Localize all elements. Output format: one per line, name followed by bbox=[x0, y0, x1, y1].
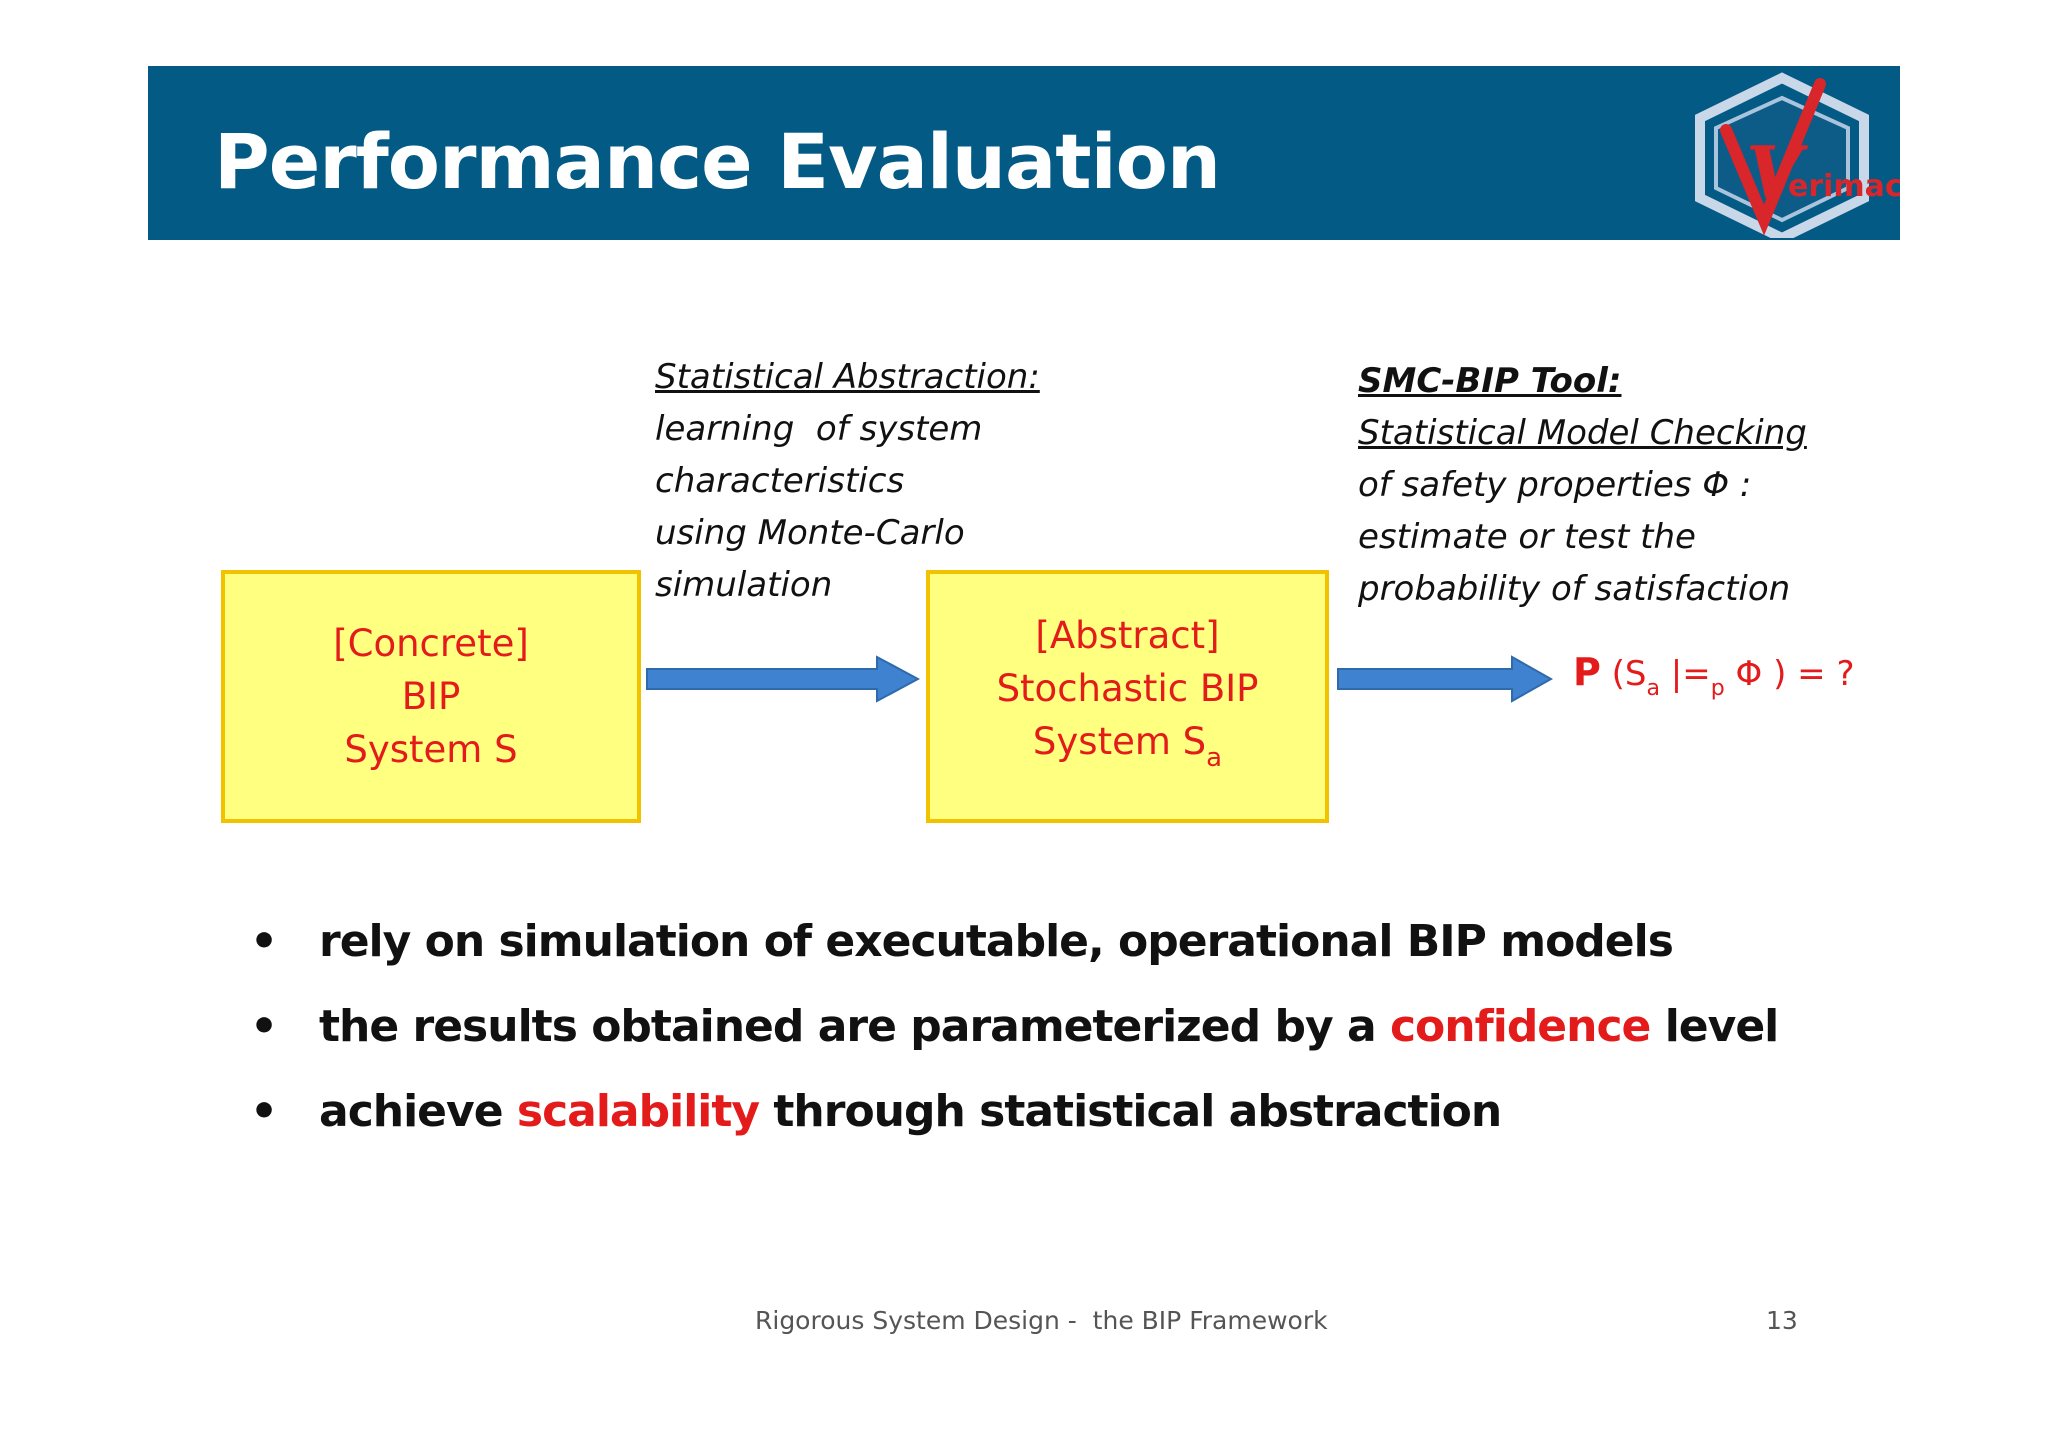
abstraction-annotation: Statistical Abstraction: learning of sys… bbox=[655, 351, 1040, 611]
concrete-line-2: BIP bbox=[401, 675, 461, 718]
probability-formula: P (Sa |=p Φ ) = ? bbox=[1573, 650, 1855, 701]
abstraction-line-3: using Monte-Carlo bbox=[655, 513, 965, 553]
bullet-list: • rely on simulation of executable, opera… bbox=[250, 907, 1779, 1162]
title-bar: Performance Evaluation V erimac bbox=[148, 66, 1900, 240]
abstraction-line-2: characteristics bbox=[655, 461, 905, 501]
abstraction-heading: Statistical Abstraction: bbox=[655, 357, 1040, 397]
bullet-item: • achieve scalability through statistical… bbox=[250, 1077, 1778, 1162]
highlight-scalability: scalability bbox=[516, 1086, 760, 1137]
arrow-abstraction bbox=[646, 655, 920, 703]
bullet-dot: • bbox=[250, 1086, 278, 1137]
abstract-line-2: Stochastic BIP bbox=[996, 666, 1259, 710]
logo-hexagon-outline bbox=[1695, 72, 1869, 238]
bullet-dot: • bbox=[250, 1001, 278, 1052]
concrete-system-box: [Concrete] BIP System S bbox=[221, 570, 641, 823]
abstract-line-1: [Abstract] bbox=[1035, 613, 1220, 657]
prob-p: P bbox=[1573, 650, 1601, 694]
concrete-line-1: [Concrete] bbox=[333, 622, 529, 665]
verimag-logo: V erimac bbox=[1695, 72, 1900, 238]
abstraction-line-1: learning of system bbox=[655, 409, 983, 449]
smc-line-2: of safety properties Φ : bbox=[1358, 465, 1752, 505]
smc-line-1: Statistical Model Checking bbox=[1358, 413, 1807, 453]
abstraction-line-4: simulation bbox=[655, 565, 833, 605]
page-number: 13 bbox=[1766, 1306, 1798, 1335]
smc-line-3: estimate or test the bbox=[1358, 517, 1696, 557]
abstract-line-3: System Sa bbox=[1032, 719, 1223, 773]
bullet-item: • the results obtained are parameterized … bbox=[250, 992, 1779, 1077]
slide-title: Performance Evaluation bbox=[214, 117, 1221, 206]
logo-check-mark bbox=[1720, 78, 1826, 236]
bullet-dot: • bbox=[250, 916, 278, 967]
smc-line-4: probability of satisfaction bbox=[1358, 569, 1791, 609]
arrow-model-checking bbox=[1337, 655, 1553, 703]
highlight-confidence: confidence bbox=[1389, 1001, 1651, 1052]
footer-title: Rigorous System Design - the BIP Framewo… bbox=[755, 1306, 1328, 1335]
logo-text: erimac bbox=[1788, 169, 1900, 204]
logo-letter-v: V bbox=[1746, 130, 1808, 215]
smc-heading: SMC-BIP Tool: bbox=[1358, 361, 1622, 401]
abstract-system-box: [Abstract] Stochastic BIP System Sa bbox=[926, 570, 1329, 823]
concrete-line-3: System S bbox=[344, 728, 518, 771]
bullet-item: • rely on simulation of executable, opera… bbox=[250, 907, 1778, 992]
smc-annotation: SMC-BIP Tool: Statistical Model Checking… bbox=[1358, 355, 1807, 615]
